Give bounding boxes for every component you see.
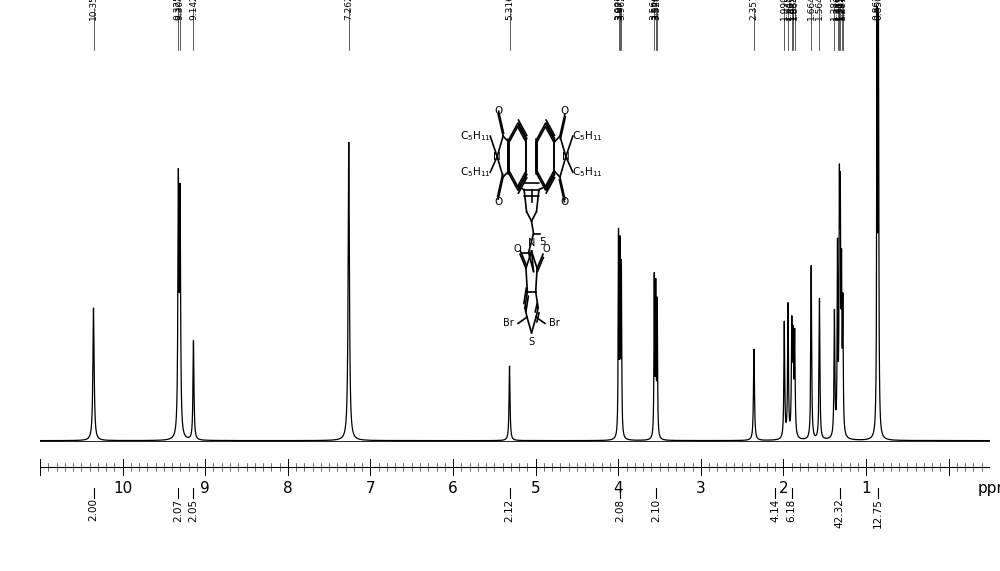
Text: 2.07: 2.07 [173, 498, 183, 521]
Text: O: O [495, 198, 503, 207]
Text: Br: Br [503, 319, 514, 328]
Text: 1.945: 1.945 [784, 0, 793, 20]
Text: 1.664: 1.664 [807, 0, 816, 20]
Text: 2: 2 [779, 481, 788, 496]
Text: 6.18: 6.18 [787, 498, 797, 522]
Text: 6: 6 [448, 481, 458, 496]
Text: 1.864: 1.864 [790, 0, 799, 20]
Text: N: N [562, 151, 570, 162]
Text: C$_5$H$_{11}$: C$_5$H$_{11}$ [572, 129, 603, 143]
Text: 0.867: 0.867 [873, 0, 882, 20]
Text: 9.325: 9.325 [174, 0, 183, 20]
Text: 8: 8 [283, 481, 293, 496]
Text: S: S [528, 337, 535, 347]
Text: 2.10: 2.10 [651, 498, 661, 521]
Text: 3.997: 3.997 [614, 0, 623, 20]
Text: 9: 9 [200, 481, 210, 496]
Text: 42.32: 42.32 [835, 498, 845, 528]
Text: 10: 10 [113, 481, 132, 496]
Text: Br: Br [549, 319, 560, 328]
Text: 1.281: 1.281 [838, 0, 847, 20]
Text: 2.357: 2.357 [749, 0, 758, 20]
Text: 7: 7 [366, 481, 375, 496]
Text: 1.297: 1.297 [837, 0, 846, 20]
Text: O: O [560, 198, 568, 207]
Text: 2.08: 2.08 [615, 498, 625, 521]
Text: C$_5$H$_{11}$: C$_5$H$_{11}$ [460, 166, 491, 179]
Text: C$_5$H$_{11}$: C$_5$H$_{11}$ [572, 166, 603, 179]
Text: O: O [513, 244, 521, 255]
Text: 3.564: 3.564 [650, 0, 659, 20]
Text: 3.546: 3.546 [651, 0, 660, 20]
Text: 1.883: 1.883 [789, 0, 798, 20]
Text: 5.316: 5.316 [505, 0, 514, 20]
Text: 4.14: 4.14 [770, 498, 780, 522]
Text: 4: 4 [613, 481, 623, 496]
Text: O: O [542, 244, 550, 255]
Text: N: N [493, 151, 501, 162]
Text: 2.00: 2.00 [89, 498, 99, 521]
Text: 9.142: 9.142 [189, 0, 198, 20]
Text: 1.383: 1.383 [830, 0, 839, 20]
Text: 1: 1 [861, 481, 871, 496]
Text: 1.346: 1.346 [833, 0, 842, 20]
Text: 3.962: 3.962 [617, 0, 626, 20]
Text: ppm: ppm [978, 481, 1000, 496]
Text: 1.564: 1.564 [815, 0, 824, 20]
Text: O: O [560, 106, 568, 116]
Text: 3.979: 3.979 [615, 0, 624, 20]
Text: 1.312: 1.312 [836, 0, 845, 20]
Text: 1.990: 1.990 [780, 0, 789, 20]
Text: 3.528: 3.528 [653, 0, 662, 20]
Text: N: N [528, 238, 535, 248]
Text: 0.850: 0.850 [874, 0, 883, 20]
Text: 2.12: 2.12 [505, 498, 515, 522]
Text: 9.304: 9.304 [176, 0, 185, 20]
Text: O: O [495, 106, 503, 116]
Text: 1.323: 1.323 [835, 0, 844, 20]
Text: 3: 3 [696, 481, 706, 496]
Text: 5: 5 [539, 236, 546, 247]
Text: 5: 5 [531, 481, 540, 496]
Text: 10.352: 10.352 [89, 0, 98, 20]
Text: C$_5$H$_{11}$: C$_5$H$_{11}$ [460, 129, 491, 143]
Text: 7.262: 7.262 [344, 0, 353, 20]
Text: 1.899: 1.899 [787, 0, 796, 20]
Text: 2.05: 2.05 [188, 498, 198, 521]
Text: 12.75: 12.75 [873, 498, 883, 528]
